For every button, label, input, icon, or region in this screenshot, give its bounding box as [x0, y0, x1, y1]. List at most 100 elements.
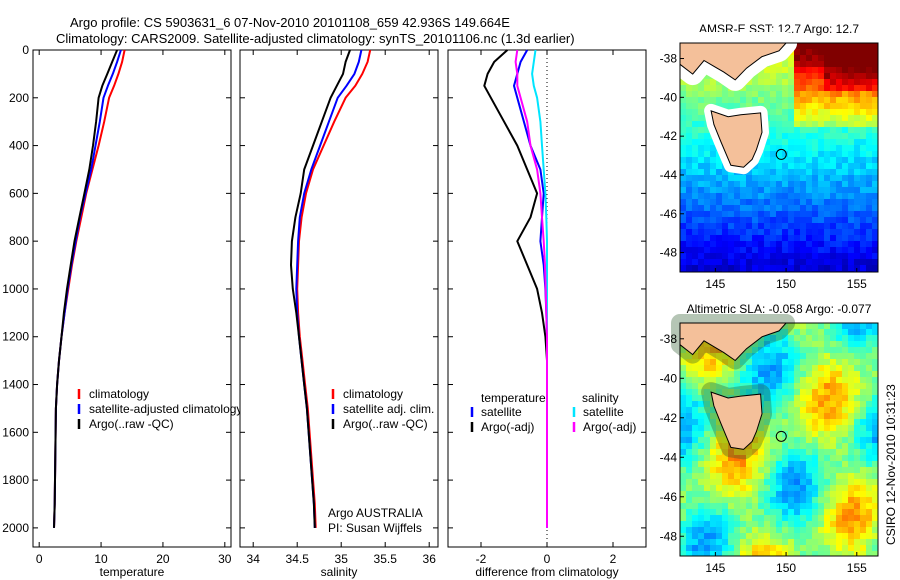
heatmap-cell [752, 229, 758, 235]
heatmap-cell [716, 389, 722, 395]
heatmap-cell [812, 431, 818, 437]
heatmap-cell [854, 217, 860, 223]
heatmap-cell [764, 85, 770, 91]
heatmap-cell [794, 247, 800, 253]
heatmap-cell [680, 467, 686, 473]
heatmap-cell [788, 539, 794, 545]
heatmap-cell [794, 425, 800, 431]
heatmap-cell [764, 503, 770, 509]
heatmap-cell [860, 365, 866, 371]
heatmap-cell [752, 449, 758, 455]
heatmap-cell [710, 163, 716, 169]
heatmap-cell [812, 401, 818, 407]
heatmap-cell [806, 205, 812, 211]
heatmap-cell [800, 115, 806, 121]
heatmap-cell [842, 127, 848, 133]
heatmap-cell [704, 485, 710, 491]
heatmap-cell [866, 521, 872, 527]
heatmap-cell [740, 259, 746, 265]
heatmap-cell [812, 79, 818, 85]
heatmap-cell [734, 473, 740, 479]
heatmap-cell [872, 199, 878, 205]
heatmap-cell [836, 139, 842, 145]
heatmap-cell [698, 157, 704, 163]
heatmap-cell [770, 437, 776, 443]
heatmap-cell [866, 365, 872, 371]
y-tick-label: 2000 [2, 521, 29, 535]
heatmap-cell [722, 85, 728, 91]
heatmap-cell [836, 377, 842, 383]
heatmap-cell [812, 527, 818, 533]
heatmap-cell [836, 97, 842, 103]
heatmap-cells [680, 323, 878, 556]
heatmap-cell [848, 347, 854, 353]
heatmap-cell [722, 437, 728, 443]
heatmap-cell [866, 103, 872, 109]
heatmap-cell [770, 353, 776, 359]
heatmap-cell [848, 377, 854, 383]
heatmap-cell [740, 97, 746, 103]
heatmap-cell [704, 163, 710, 169]
heatmap-cell [794, 187, 800, 193]
heatmap-cell [752, 503, 758, 509]
heatmap-cell [770, 527, 776, 533]
heatmap-cell [686, 103, 692, 109]
heatmap-cell [794, 169, 800, 175]
heatmap-cell [788, 175, 794, 181]
heatmap-cell [746, 365, 752, 371]
heatmap-cell [824, 247, 830, 253]
heatmap-cell [830, 127, 836, 133]
heatmap-cell [830, 97, 836, 103]
heatmap-cell [866, 49, 872, 55]
heatmap-cell [818, 389, 824, 395]
heatmap-cell [692, 503, 698, 509]
heatmap-cell [734, 205, 740, 211]
heatmap-cell [872, 97, 878, 103]
heatmap-cell [830, 151, 836, 157]
heatmap-cell [866, 217, 872, 223]
heatmap-cell [800, 49, 806, 55]
heatmap-cell [782, 419, 788, 425]
heatmap-cell [842, 211, 848, 217]
heatmap-cell [680, 449, 686, 455]
heatmap-cell [818, 241, 824, 247]
heatmap-cell [806, 61, 812, 67]
heatmap-cell [830, 371, 836, 377]
heatmap-cell [698, 121, 704, 127]
heatmap-cell [830, 515, 836, 521]
heatmap-cell [686, 485, 692, 491]
heatmap-cell [728, 211, 734, 217]
heatmap-cell [794, 85, 800, 91]
heatmap-cell [860, 253, 866, 259]
heatmap-cell [842, 235, 848, 241]
heatmap-cell [824, 205, 830, 211]
heatmap-cell [824, 335, 830, 341]
heatmap-cell [836, 223, 842, 229]
heatmap-cell [794, 521, 800, 527]
heatmap-cell [812, 151, 818, 157]
heatmap-cell [842, 497, 848, 503]
heatmap-cell [872, 55, 878, 61]
heatmap-cell [872, 467, 878, 473]
heatmap-cell [722, 509, 728, 515]
heatmap-cell [770, 193, 776, 199]
heatmap-cell [824, 347, 830, 353]
heatmap-cell [818, 371, 824, 377]
heatmap-cell [782, 217, 788, 223]
heatmap-cell [842, 85, 848, 91]
heatmap-cell [686, 205, 692, 211]
heatmap-cell [842, 503, 848, 509]
heatmap-cell [872, 121, 878, 127]
heatmap-cell [776, 103, 782, 109]
heatmap-cell [734, 229, 740, 235]
heatmap-cell [704, 229, 710, 235]
heatmap-cell [836, 193, 842, 199]
heatmap-cell [698, 85, 704, 91]
heatmap-cell [842, 145, 848, 151]
heatmap-cell [776, 551, 782, 556]
heatmap-cell [824, 497, 830, 503]
heatmap-cell [818, 545, 824, 551]
heatmap-cell [788, 163, 794, 169]
heatmap-cell [800, 551, 806, 556]
heatmap-cell [692, 359, 698, 365]
